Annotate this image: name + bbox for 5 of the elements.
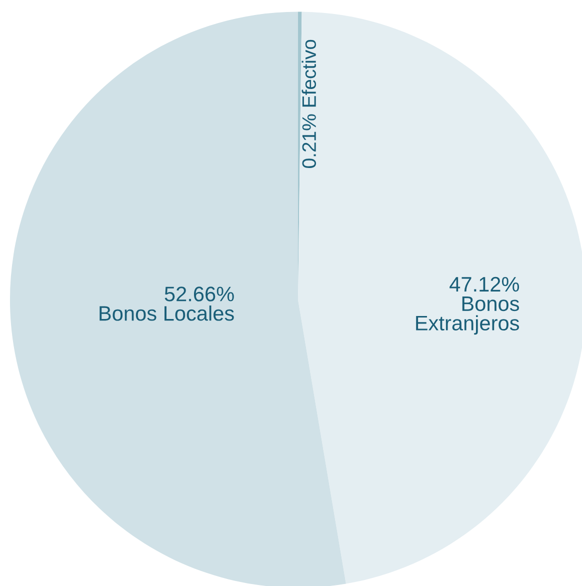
slice-label: 0.21% Efectivo	[302, 40, 316, 168]
data-label: 52.66%	[164, 286, 234, 302]
slice-label: Bonos Locales	[100, 306, 234, 321]
data-label: 47.12%	[450, 276, 520, 292]
slice-label: Bonos Extranjeros	[416, 296, 520, 335]
